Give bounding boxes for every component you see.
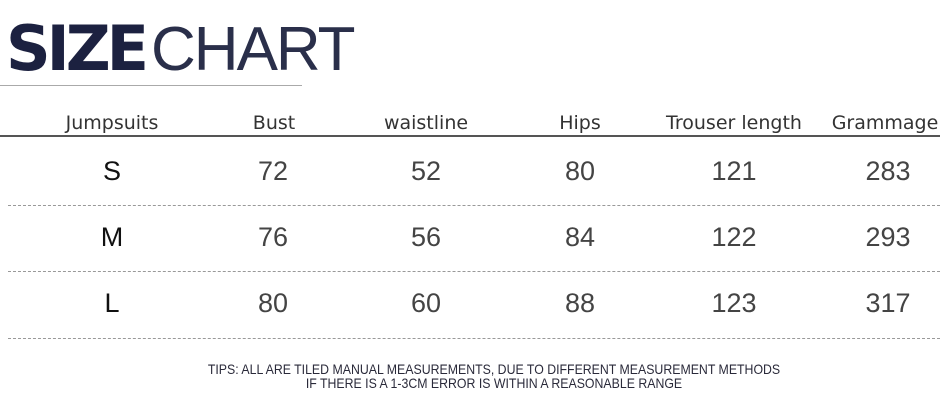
size-label: L bbox=[104, 288, 120, 318]
hips-value: 88 bbox=[564, 288, 596, 318]
size-label: M bbox=[100, 222, 124, 252]
header-bust: Bust bbox=[252, 112, 296, 134]
header-waistline: waistline bbox=[383, 112, 469, 134]
row-divider bbox=[8, 338, 940, 339]
hips-value: 84 bbox=[564, 222, 596, 252]
bust-value: 76 bbox=[257, 222, 289, 252]
page-title: SIZECHART bbox=[6, 12, 355, 85]
title-light: CHART bbox=[151, 15, 355, 84]
title-divider bbox=[0, 85, 302, 86]
row-divider bbox=[8, 205, 940, 206]
title-bold: SIZE bbox=[6, 12, 149, 85]
header-trouser-length: Trouser length bbox=[666, 112, 802, 134]
bust-value: 72 bbox=[257, 156, 289, 186]
grammage-value: 293 bbox=[865, 222, 911, 252]
trouser-length-value: 122 bbox=[711, 222, 757, 252]
tips-line-1: TIPS: ALL ARE TILED MANUAL MEASUREMENTS,… bbox=[207, 361, 781, 377]
header-hips: Hips bbox=[559, 112, 601, 134]
waistline-value: 60 bbox=[410, 288, 442, 318]
measurement-tips: TIPS: ALL ARE TILED MANUAL MEASUREMENTS,… bbox=[59, 362, 928, 390]
header-jumpsuits: Jumpsuits bbox=[65, 112, 159, 134]
hips-value: 80 bbox=[564, 156, 596, 186]
tips-line-2: IF THERE IS A 1-3CM ERROR IS WITHIN A RE… bbox=[305, 375, 683, 391]
grammage-value: 283 bbox=[865, 156, 911, 186]
waistline-value: 56 bbox=[410, 222, 442, 252]
row-divider bbox=[8, 271, 940, 272]
waistline-value: 52 bbox=[410, 156, 442, 186]
grammage-value: 317 bbox=[865, 288, 911, 318]
trouser-length-value: 123 bbox=[711, 288, 757, 318]
bust-value: 80 bbox=[257, 288, 289, 318]
header-divider bbox=[0, 135, 940, 137]
header-grammage: Grammage bbox=[831, 112, 939, 134]
size-label: S bbox=[102, 156, 122, 186]
trouser-length-value: 121 bbox=[711, 156, 757, 186]
